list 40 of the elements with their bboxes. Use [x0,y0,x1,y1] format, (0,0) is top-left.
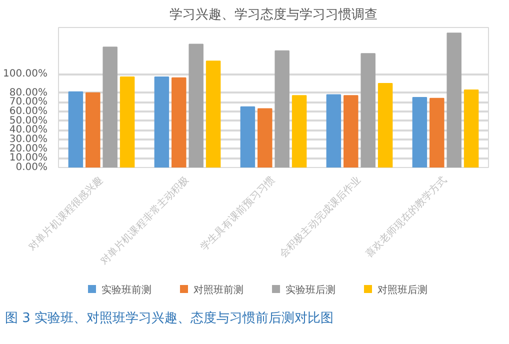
y-tick-label: 50.00% [9,115,48,126]
bar [86,92,100,168]
bar [360,53,376,168]
chart-title: 学习兴趣、学习态度与学习习惯调查 [170,6,378,22]
y-tick-label: 40.00% [9,124,48,136]
bar [430,98,444,168]
legend-label: 实验班后测 [284,284,336,298]
bar [412,97,428,168]
bar [326,94,342,168]
bar [240,106,256,168]
bar [378,83,393,168]
bar [274,50,290,168]
y-tick-label: 80.00% [9,87,48,98]
bar [68,91,84,168]
legend-label: 对照班前测 [192,284,244,298]
bar [120,76,135,168]
y-tick-label: 0.00% [16,162,48,173]
bar [446,32,462,168]
y-tick-label: 30.00% [9,134,48,145]
bar [292,95,307,168]
bar [206,60,221,168]
y-tick-label: 10.00% [9,152,48,164]
y-tick-label: 60.00% [9,106,48,117]
caption: 图 3 实验班、对照班学习兴趣、态度与习惯前后测对比图 [5,311,334,326]
bar [188,44,204,168]
bar [172,77,186,168]
bar [102,46,118,168]
x-tick-label: 对单片机课程很感兴趣 [26,174,106,254]
y-tick-label: 100.00% [3,68,48,80]
x-tick-label: 会积极主动完成课后作业 [277,174,364,260]
legend-label: 实验班前测 [100,284,152,298]
x-tick-label: 学生具有课前预习习惯 [198,174,278,254]
y-tick-label: 20.00% [9,143,48,154]
y-tick-label: 70.00% [9,96,48,108]
bar [464,90,479,168]
bar [344,95,358,168]
bar [258,108,272,168]
legend-label: 对照班后测 [376,284,428,298]
x-tick-label: 喜欢老师现在的教学方式 [363,174,450,260]
bar [154,76,170,168]
